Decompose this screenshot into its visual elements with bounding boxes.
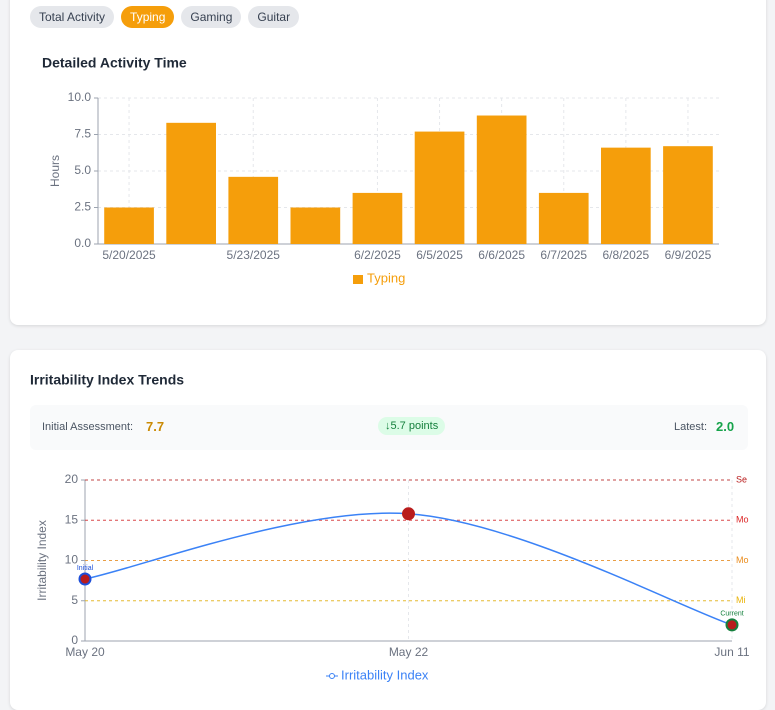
- threshold-label: Mo: [736, 515, 749, 525]
- point: [725, 618, 739, 632]
- legend-marker: [329, 673, 335, 679]
- point: [402, 507, 415, 521]
- x-tick-label: Jun 11: [714, 645, 749, 659]
- threshold-label: Se: [736, 474, 747, 484]
- bar: [352, 192, 403, 244]
- bar: [601, 147, 651, 244]
- stat-value: 7.7: [146, 419, 165, 434]
- tab[interactable]: Gaming: [181, 6, 242, 28]
- threshold-label: Mo: [736, 555, 749, 565]
- x-tick-label: 6/2/2025: [354, 248, 401, 262]
- y-tick-label: 0: [71, 633, 78, 647]
- x-tick-label: 6/5/2025: [416, 248, 463, 262]
- tab[interactable]: Typing: [121, 6, 175, 28]
- bar: [414, 131, 465, 244]
- y-tick-label: 2.5: [74, 200, 91, 214]
- bar: [663, 146, 713, 244]
- x-tick-label: May 20: [65, 645, 105, 659]
- point-label: Current: [720, 611, 743, 618]
- point-label: Initial: [77, 565, 94, 572]
- x-tick-label: 6/8/2025: [602, 248, 649, 262]
- y-axis-label: Hours: [48, 155, 62, 187]
- y-tick-label: 10.0: [68, 90, 92, 104]
- bar: [476, 115, 527, 245]
- bar: [166, 122, 216, 244]
- y-tick-label: 15: [65, 512, 79, 526]
- y-tick-label: 20: [65, 472, 79, 486]
- x-tick-label: 5/23/2025: [227, 248, 281, 262]
- chart-title: Detailed Activity Time: [42, 55, 187, 71]
- point: [78, 572, 92, 586]
- x-tick-label: 6/7/2025: [540, 248, 587, 262]
- y-tick-label: 5: [71, 593, 78, 607]
- tab[interactable]: Guitar: [248, 6, 300, 28]
- y-tick-label: 5.0: [74, 163, 91, 177]
- legend-label: Irritability Index: [341, 667, 429, 682]
- change-pill: ↓5.7 points: [378, 417, 446, 435]
- bar: [290, 207, 341, 244]
- y-tick-label: 7.5: [74, 127, 91, 141]
- threshold-label: Mi: [736, 595, 746, 605]
- stat-label: Latest:: [674, 421, 708, 433]
- chart-title: Irritability Index Trends: [30, 372, 184, 388]
- x-tick-label: 5/20/2025: [102, 248, 156, 262]
- bar: [104, 207, 154, 244]
- tab-bar: Total Activity Typing Gaming Guitar: [30, 6, 300, 28]
- x-tick-label: May 22: [389, 645, 429, 659]
- legend-swatch: [353, 275, 363, 284]
- tab[interactable]: Total Activity: [30, 6, 115, 28]
- stat-label: Initial Assessment:: [42, 421, 134, 433]
- x-tick-label: 6/9/2025: [665, 248, 712, 262]
- stats-bar: Initial Assessment: 7.7 ↓5.7 points Late…: [30, 405, 748, 450]
- x-tick-label: 6/6/2025: [478, 248, 525, 262]
- y-tick-label: 0.0: [74, 236, 91, 250]
- bar: [228, 176, 279, 244]
- stat-value: 2.0: [716, 419, 735, 434]
- y-axis-label: Irritability Index: [35, 520, 49, 601]
- y-tick-label: 10: [65, 553, 79, 567]
- legend-label: Typing: [367, 270, 405, 285]
- bar: [538, 192, 589, 244]
